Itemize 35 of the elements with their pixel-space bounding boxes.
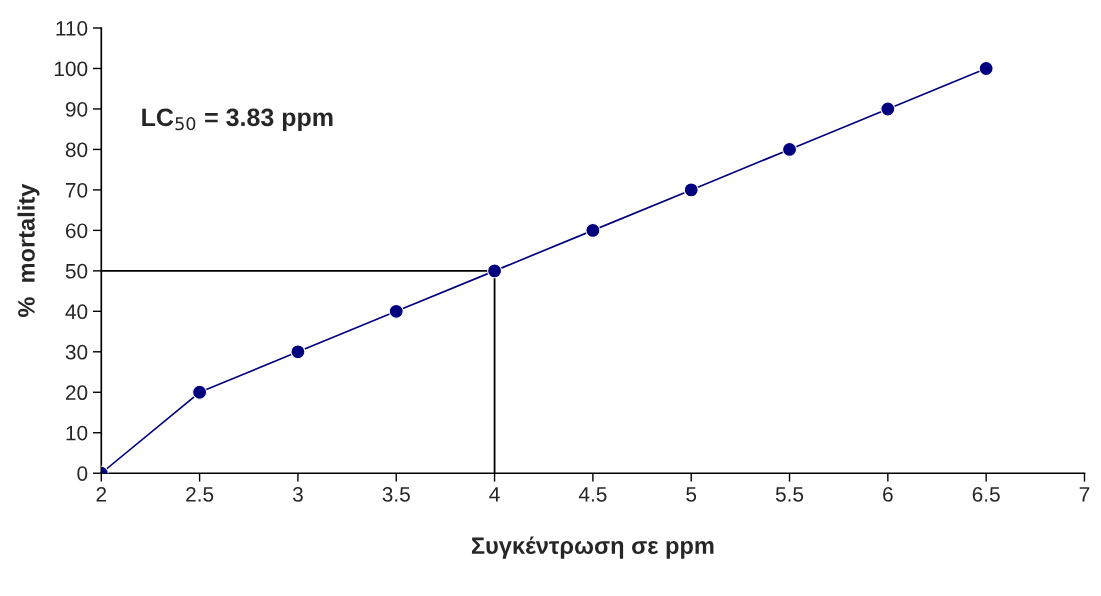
y-tick-label: 110 — [56, 21, 88, 36]
x-tick-label: 4.5 — [578, 487, 607, 502]
x-tick-label: 2.5 — [186, 486, 214, 502]
point — [388, 303, 404, 319]
y-tick-label: 70 — [65, 182, 88, 198]
point — [880, 101, 896, 117]
x-tick-label: 3.5 — [382, 486, 410, 502]
x-tick-label: 4 — [489, 487, 500, 502]
y-tick-label: 60 — [65, 223, 88, 239]
x-axis-title: Συγκέντρωση σε ppm — [471, 536, 714, 559]
point — [487, 263, 503, 279]
y-tick-label: 40 — [65, 304, 88, 320]
x-tick-label: 2 — [96, 486, 107, 502]
y-tick-label: 0 — [77, 466, 88, 481]
annotation: LC$_{50}$ = 3.83 ppm — [142, 108, 333, 132]
point — [782, 141, 797, 157]
y-axis-title: % mortality — [17, 183, 40, 317]
x-tick-label: 5 — [686, 487, 697, 502]
y-tick-label: 100 — [54, 61, 88, 77]
x-tick-label: 3 — [292, 486, 303, 502]
y-tick-label: 20 — [65, 385, 88, 401]
x-tick-label: 6.5 — [972, 486, 1000, 502]
x-tick-label: 7 — [1079, 487, 1090, 502]
point — [290, 344, 306, 360]
y-tick-label: 80 — [65, 142, 88, 158]
point — [585, 222, 601, 238]
y-tick-label: 50 — [65, 263, 88, 279]
y-tick-label: 10 — [66, 425, 88, 441]
point — [683, 182, 699, 198]
point — [978, 61, 994, 76]
point — [192, 384, 208, 400]
y-tick-label: 90 — [65, 101, 88, 117]
y-tick-label: 30 — [65, 344, 88, 360]
x-tick-label: 6 — [883, 486, 893, 502]
x-tick-label: 5.5 — [775, 487, 804, 502]
